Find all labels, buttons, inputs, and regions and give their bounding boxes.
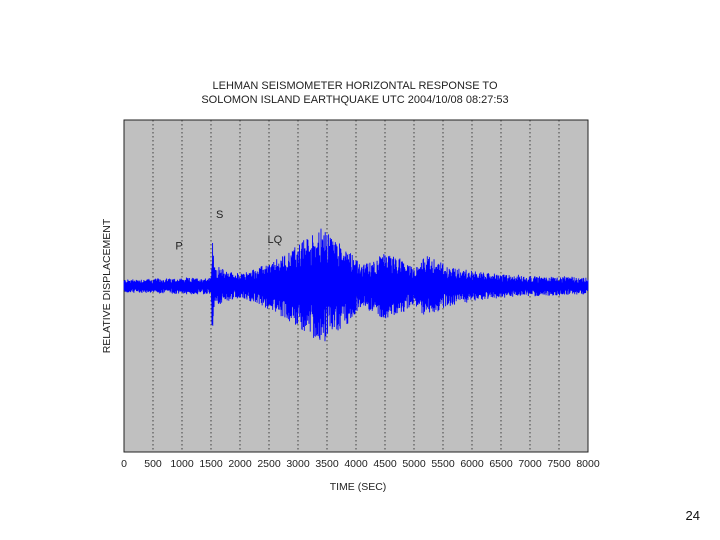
phase-annotation-p: P <box>175 240 182 252</box>
x-tick-label: 5000 <box>402 458 426 470</box>
y-axis-label: RELATIVE DISPLACEMENT <box>101 218 113 353</box>
x-tick-label: 2000 <box>228 458 252 470</box>
phase-annotation-s: S <box>216 209 223 221</box>
chart-title-line-1: LEHMAN SEISMOMETER HORIZONTAL RESPONSE T… <box>212 80 497 92</box>
x-tick-label: 2500 <box>257 458 281 470</box>
x-tick-label: 4500 <box>373 458 397 470</box>
x-tick-label: 5500 <box>431 458 455 470</box>
x-tick-label: 3000 <box>286 458 310 470</box>
x-tick-label: 8000 <box>576 458 600 470</box>
x-tick-label: 6500 <box>489 458 513 470</box>
phase-annotation-lq: LQ <box>267 234 282 246</box>
x-axis-label: TIME (SEC) <box>330 481 387 493</box>
waveform-series <box>123 228 589 342</box>
x-tick-label: 6000 <box>460 458 484 470</box>
page-number: 24 <box>685 508 700 523</box>
x-tick-label: 3500 <box>315 458 339 470</box>
x-tick-label: 4000 <box>344 458 368 470</box>
x-tick-label: 500 <box>144 458 162 470</box>
x-tick-label: 0 <box>121 458 127 470</box>
chart-title-line-2: SOLOMON ISLAND EARTHQUAKE UTC 2004/10/08… <box>201 94 508 106</box>
x-tick-label: 7000 <box>518 458 542 470</box>
x-axis-ticks: 0 500 1000 1500 2000 2500 3000 3500 4000 4500 5000… <box>121 458 600 470</box>
seismic-trace-line <box>123 228 589 342</box>
phase-annotations: P S LQ <box>175 209 282 253</box>
x-tick-label: 1000 <box>170 458 194 470</box>
x-tick-label: 1500 <box>199 458 223 470</box>
gridlines <box>152 120 560 452</box>
x-tick-label: 7500 <box>547 458 571 470</box>
